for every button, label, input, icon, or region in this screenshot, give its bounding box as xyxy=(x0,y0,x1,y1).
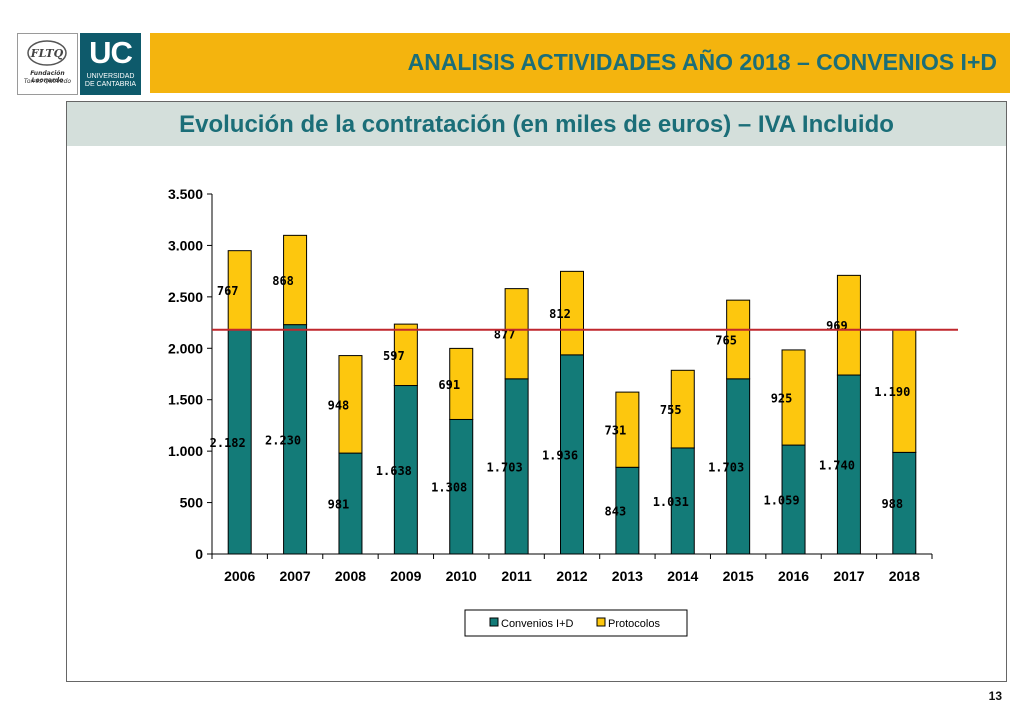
data-label-protocolos: 868 xyxy=(272,274,294,288)
x-tick-label: 2006 xyxy=(224,568,255,584)
chart-subtitle: Evolución de la contratación (en miles d… xyxy=(179,111,894,138)
legend-swatch-protocolos xyxy=(596,617,606,627)
x-tick-label: 2017 xyxy=(833,568,864,584)
bar-protocolos xyxy=(283,234,308,326)
legend-box xyxy=(464,609,688,637)
uc-logo-mark: UC xyxy=(89,35,133,70)
header-banner: ANALISIS ACTIVIDADES AÑO 2018 – CONVENIO… xyxy=(150,33,1010,93)
data-label-protocolos: 812 xyxy=(549,307,571,321)
y-tick-label: 2.500 xyxy=(168,289,203,305)
data-label-protocolos: 691 xyxy=(438,378,460,392)
bar-protocolos xyxy=(726,299,751,380)
legend-swatch-convenios xyxy=(489,617,499,627)
data-label-protocolos: 1.190 xyxy=(874,385,910,399)
bar-protocolos xyxy=(560,270,584,356)
x-tick-label: 2009 xyxy=(390,568,421,584)
data-label-convenios: 981 xyxy=(328,498,350,512)
data-label-convenios: 1.308 xyxy=(431,481,467,495)
data-label-protocolos: 755 xyxy=(660,403,682,417)
data-label-convenios: 1.638 xyxy=(376,464,412,478)
bar-protocolos xyxy=(615,391,640,468)
fltq-line2: Torres Quevedo xyxy=(23,78,72,85)
y-tick-label: 1.000 xyxy=(168,443,203,459)
data-label-protocolos: 925 xyxy=(771,392,793,406)
data-label-convenios: 1.703 xyxy=(487,460,523,474)
legend-label-convenios: Convenios I+D xyxy=(501,618,574,630)
bar-protocolos xyxy=(504,288,529,380)
fltq-line1: Fundación Leonardo xyxy=(30,70,65,84)
bar-protocolos xyxy=(670,369,695,449)
data-label-protocolos: 948 xyxy=(328,398,350,412)
data-label-protocolos: 597 xyxy=(383,349,405,363)
data-label-convenios: 2.182 xyxy=(210,436,246,450)
page-number: 13 xyxy=(988,689,1002,703)
x-tick-label: 2018 xyxy=(889,568,920,584)
data-label-protocolos: 969 xyxy=(826,319,848,333)
data-label-convenios: 1.740 xyxy=(819,459,855,473)
fltq-logo: FLTQ Fundación Leonardo Torres Quevedo xyxy=(17,33,78,95)
uc-line1: UNIVERSIDAD xyxy=(86,73,135,80)
x-tick-label: 2007 xyxy=(279,568,310,584)
data-label-protocolos: 765 xyxy=(715,333,737,347)
data-label-convenios: 1.031 xyxy=(653,495,689,509)
x-tick-label: 2012 xyxy=(556,568,587,584)
fltq-logo-mark: FLTQ xyxy=(27,40,67,66)
x-tick-label: 2013 xyxy=(612,568,643,584)
y-tick-label: 0 xyxy=(195,546,203,562)
x-tick-label: 2008 xyxy=(335,568,366,584)
subtitle-bar: Evolución de la contratación (en miles d… xyxy=(67,102,1006,146)
uc-logo: UC UNIVERSIDAD DE CANTABRIA xyxy=(80,33,141,95)
data-label-convenios: 988 xyxy=(881,497,903,511)
bar-protocolos xyxy=(393,323,418,387)
x-tick-label: 2015 xyxy=(723,568,754,584)
bar-protocolos xyxy=(781,349,806,446)
y-tick-label: 3.500 xyxy=(168,186,203,202)
data-label-convenios: 2.230 xyxy=(265,433,301,447)
data-label-convenios: 1.703 xyxy=(708,460,744,474)
bar-protocolos xyxy=(338,355,363,454)
legend-label-protocolos: Protocolos xyxy=(608,618,660,630)
fltq-mark-text: FLTQ xyxy=(30,47,64,60)
data-label-protocolos: 877 xyxy=(494,328,516,342)
x-tick-label: 2011 xyxy=(501,568,532,584)
data-label-protocolos: 731 xyxy=(605,424,627,438)
y-tick-label: 1.500 xyxy=(168,392,203,408)
bar-protocolos xyxy=(449,347,474,420)
x-tick-label: 2016 xyxy=(778,568,809,584)
data-label-convenios: 1.059 xyxy=(763,494,799,508)
page-title: ANALISIS ACTIVIDADES AÑO 2018 – CONVENIO… xyxy=(407,49,997,75)
bar-protocolos xyxy=(836,274,861,376)
data-label-convenios: 1.936 xyxy=(542,448,578,462)
x-tick-label: 2014 xyxy=(667,568,698,584)
data-label-convenios: 843 xyxy=(605,505,627,519)
y-tick-label: 500 xyxy=(180,495,204,511)
uc-line2: DE CANTABRIA xyxy=(84,81,137,88)
x-tick-label: 2010 xyxy=(446,568,477,584)
y-tick-label: 2.000 xyxy=(168,340,203,356)
y-tick-label: 3.000 xyxy=(168,237,203,253)
data-label-protocolos: 767 xyxy=(217,284,239,298)
